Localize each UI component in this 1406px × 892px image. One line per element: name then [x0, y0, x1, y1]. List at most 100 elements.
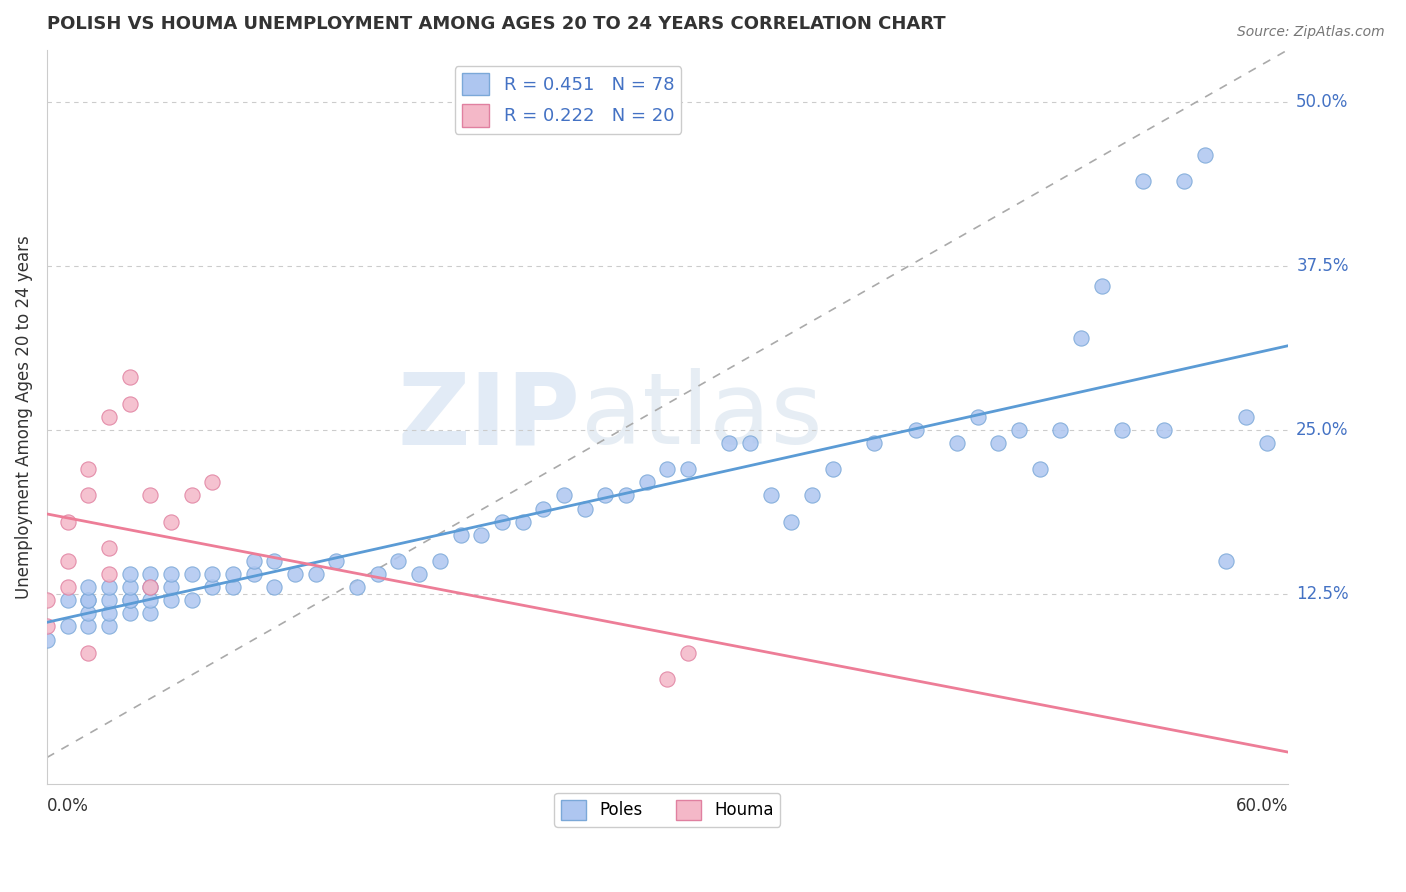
- Houma: [180, 488, 202, 502]
- Poles: [305, 567, 328, 582]
- Text: 25.0%: 25.0%: [1296, 421, 1348, 439]
- Houma: [676, 646, 699, 660]
- Poles: [139, 567, 162, 582]
- Poles: [118, 593, 141, 607]
- Poles: [780, 515, 803, 529]
- Poles: [531, 501, 554, 516]
- Poles: [284, 567, 307, 582]
- Poles: [97, 607, 120, 621]
- Legend: Poles, Houma: Poles, Houma: [554, 793, 780, 827]
- Poles: [160, 567, 183, 582]
- Poles: [242, 567, 264, 582]
- Poles: [77, 593, 100, 607]
- Poles: [595, 488, 617, 502]
- Houma: [56, 554, 79, 568]
- Text: 37.5%: 37.5%: [1296, 257, 1348, 275]
- Poles: [491, 515, 513, 529]
- Poles: [263, 580, 285, 594]
- Poles: [160, 580, 183, 594]
- Houma: [77, 488, 100, 502]
- Poles: [1111, 423, 1133, 437]
- Poles: [222, 567, 245, 582]
- Poles: [1008, 423, 1031, 437]
- Poles: [325, 554, 347, 568]
- Poles: [1070, 331, 1092, 345]
- Poles: [759, 488, 782, 502]
- Poles: [180, 593, 202, 607]
- Poles: [429, 554, 451, 568]
- Houma: [56, 515, 79, 529]
- Poles: [180, 567, 202, 582]
- Poles: [821, 462, 844, 476]
- Poles: [77, 580, 100, 594]
- Poles: [77, 607, 100, 621]
- Poles: [56, 619, 79, 633]
- Poles: [201, 580, 224, 594]
- Y-axis label: Unemployment Among Ages 20 to 24 years: Unemployment Among Ages 20 to 24 years: [15, 235, 32, 599]
- Poles: [387, 554, 409, 568]
- Poles: [367, 567, 389, 582]
- Houma: [77, 646, 100, 660]
- Poles: [118, 607, 141, 621]
- Poles: [346, 580, 368, 594]
- Text: Source: ZipAtlas.com: Source: ZipAtlas.com: [1237, 25, 1385, 39]
- Poles: [222, 580, 245, 594]
- Poles: [966, 409, 988, 424]
- Poles: [1173, 174, 1195, 188]
- Poles: [118, 593, 141, 607]
- Houma: [118, 370, 141, 384]
- Poles: [1236, 409, 1258, 424]
- Poles: [1153, 423, 1175, 437]
- Text: 0.0%: 0.0%: [46, 797, 89, 814]
- Poles: [97, 619, 120, 633]
- Text: 60.0%: 60.0%: [1236, 797, 1288, 814]
- Houma: [97, 541, 120, 555]
- Poles: [56, 593, 79, 607]
- Poles: [408, 567, 430, 582]
- Poles: [1194, 147, 1216, 161]
- Houma: [160, 515, 183, 529]
- Poles: [77, 593, 100, 607]
- Poles: [987, 436, 1010, 450]
- Text: 12.5%: 12.5%: [1296, 585, 1348, 603]
- Houma: [35, 593, 58, 607]
- Poles: [904, 423, 927, 437]
- Poles: [35, 632, 58, 647]
- Poles: [97, 593, 120, 607]
- Poles: [801, 488, 824, 502]
- Poles: [574, 501, 596, 516]
- Poles: [1049, 423, 1071, 437]
- Houma: [77, 462, 100, 476]
- Poles: [97, 580, 120, 594]
- Poles: [1256, 436, 1278, 450]
- Houma: [35, 619, 58, 633]
- Houma: [657, 672, 679, 686]
- Poles: [512, 515, 534, 529]
- Poles: [118, 580, 141, 594]
- Poles: [718, 436, 741, 450]
- Poles: [863, 436, 886, 450]
- Text: atlas: atlas: [581, 368, 823, 466]
- Poles: [676, 462, 699, 476]
- Poles: [1028, 462, 1050, 476]
- Poles: [946, 436, 969, 450]
- Houma: [97, 409, 120, 424]
- Poles: [1132, 174, 1154, 188]
- Poles: [1091, 278, 1114, 293]
- Text: POLISH VS HOUMA UNEMPLOYMENT AMONG AGES 20 TO 24 YEARS CORRELATION CHART: POLISH VS HOUMA UNEMPLOYMENT AMONG AGES …: [46, 15, 945, 33]
- Poles: [139, 607, 162, 621]
- Poles: [118, 567, 141, 582]
- Poles: [242, 554, 264, 568]
- Houma: [139, 488, 162, 502]
- Poles: [657, 462, 679, 476]
- Houma: [139, 580, 162, 594]
- Houma: [201, 475, 224, 490]
- Poles: [201, 567, 224, 582]
- Poles: [263, 554, 285, 568]
- Houma: [97, 567, 120, 582]
- Poles: [740, 436, 762, 450]
- Text: ZIP: ZIP: [398, 368, 581, 466]
- Poles: [139, 593, 162, 607]
- Poles: [450, 527, 472, 541]
- Poles: [470, 527, 492, 541]
